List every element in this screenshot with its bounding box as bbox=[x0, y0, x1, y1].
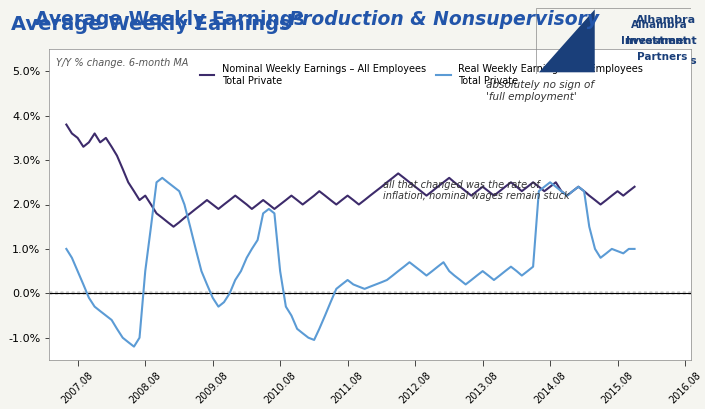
Text: Investment: Investment bbox=[625, 36, 697, 46]
Text: Average Weekly Earnings: Average Weekly Earnings bbox=[11, 15, 297, 34]
Text: Average Weekly Earnings Production & Nonsupervisory: Average Weekly Earnings Production & Non… bbox=[11, 15, 618, 34]
Text: Partners: Partners bbox=[642, 56, 697, 66]
Text: Average Weekly Earnings: Average Weekly Earnings bbox=[35, 10, 311, 29]
Polygon shape bbox=[539, 9, 595, 72]
Text: Production & Nonsupervisory: Production & Nonsupervisory bbox=[289, 10, 599, 29]
Text: Alhambra: Alhambra bbox=[631, 20, 688, 29]
Text: Alhambra: Alhambra bbox=[636, 16, 697, 25]
Text: Investment: Investment bbox=[621, 36, 688, 46]
Text: Y/Y % change. 6-month MA: Y/Y % change. 6-month MA bbox=[56, 58, 188, 68]
Text: Partners: Partners bbox=[637, 52, 688, 62]
Text: absolutely no sign of
'full employment': absolutely no sign of 'full employment' bbox=[486, 80, 594, 102]
Legend: Nominal Weekly Earnings – All Employees
Total Private, Real Weekly Earnings – Al: Nominal Weekly Earnings – All Employees … bbox=[196, 60, 647, 90]
Text: all that changed was the rate of
inflation; nominal wages remain stuck: all that changed was the rate of inflati… bbox=[383, 180, 570, 201]
